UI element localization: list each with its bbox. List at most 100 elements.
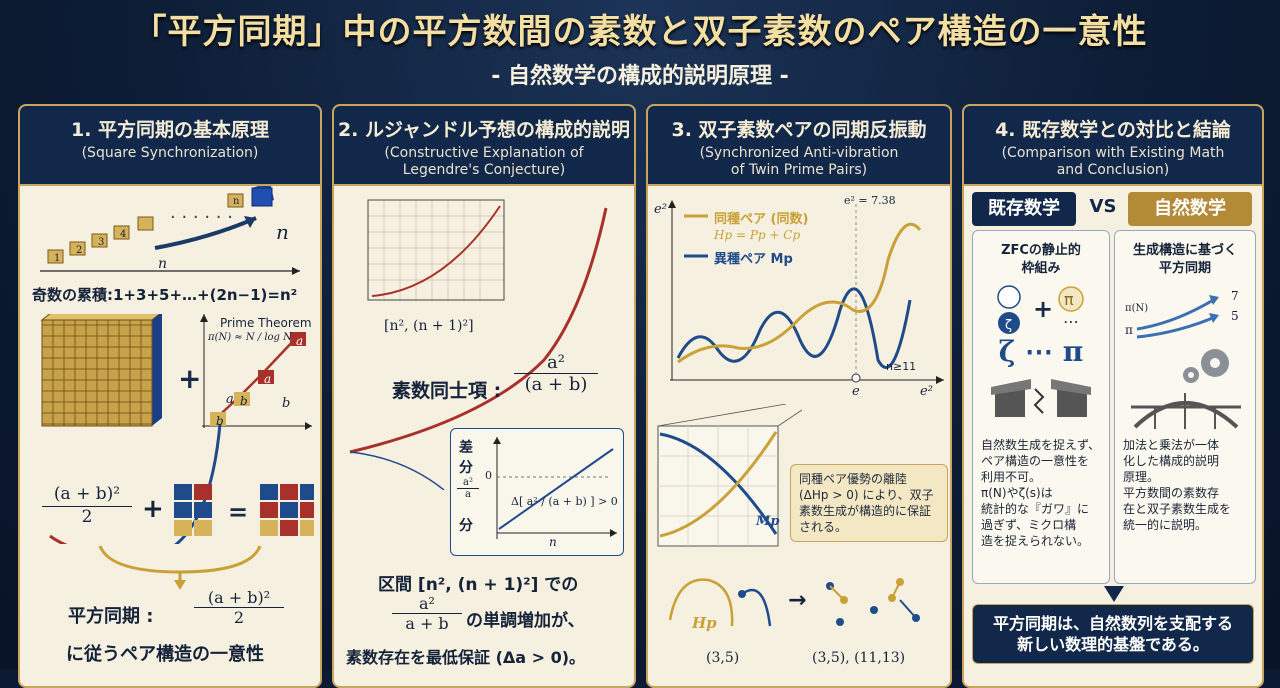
letter-b-side: b xyxy=(282,396,291,411)
anti-vibration-chart xyxy=(668,200,944,384)
panel-2-header: 2. ルジャンドル予想の構成的説明 (Constructive Explanat… xyxy=(334,106,634,186)
difference-inset: 差 分 a² a 分 0 Δ[ a² / (a + b) ] > 0 n xyxy=(450,428,624,556)
x-axis-e2: e² xyxy=(920,384,933,399)
natural-body-line-4: 平方数間の素数存 xyxy=(1123,486,1220,500)
sync-denominator: 2 xyxy=(233,608,245,627)
natural-mini-pi: π xyxy=(1125,323,1133,337)
existing-math-header: 既存数学 xyxy=(972,192,1076,226)
brace-figure xyxy=(98,545,262,590)
plus-sign: + xyxy=(142,494,164,524)
n-axis-label: n xyxy=(158,256,168,272)
prime-term-fraction: a² (a + b) xyxy=(514,352,598,395)
diff-label-2: 分 xyxy=(459,460,473,476)
pair-arrow: → xyxy=(788,588,807,613)
natural-body-line-2: 化した構成的説明 xyxy=(1123,454,1220,468)
natural-body-line-6: 統一的に説明。 xyxy=(1123,518,1208,532)
diff-zero-label: 0 xyxy=(485,469,492,482)
panel-4-header: 4. 既存数学との対比と結論 (Comparison with Existing… xyxy=(964,106,1262,186)
existing-math-column: ZFCの静止的 枠組み + π ζ ⋯ ζ ⋯ π 自然数生成を捉えず、 ペア構… xyxy=(972,230,1110,584)
pair-diagrams xyxy=(668,578,920,627)
panel-1-subheading: (Square Synchronization) xyxy=(81,145,259,161)
inset-n-axis: n xyxy=(549,535,557,549)
sync-label: 平方同期 : xyxy=(68,606,154,627)
n-arrow-label: n xyxy=(276,220,289,244)
difference-inset-plot xyxy=(493,437,617,539)
staircase-figure: . . . . . . xyxy=(40,186,300,275)
existing-body-line-4: π(N)やζ(s)は xyxy=(981,486,1053,500)
zeta-pi-symbols: ζ ⋯ π xyxy=(998,335,1084,368)
generative-title-1: 生成構造に基づく xyxy=(1132,243,1237,258)
existing-math-body: 自然数生成を捉えず、 ペア構造の一意性を 利用不可。 π(N)やζ(s)は 統計… xyxy=(981,437,1105,549)
vs-label: VS xyxy=(1089,196,1117,217)
pi-approx-formula: π(N) ≈ N / log N xyxy=(208,332,292,343)
monotone-text: の単調増加が、 xyxy=(466,611,585,631)
mp-curve-label: Mp xyxy=(756,514,780,529)
panel-twin-prime: 3. 双子素数ペアの同期反振動 (Synchronized Anti-vibra… xyxy=(646,104,952,688)
panel-3-header: 3. 双子素数ペアの同期反振動 (Synchronized Anti-vibra… xyxy=(648,106,950,186)
crossing-zoom-figure xyxy=(657,404,803,547)
existing-body-line-7: 造を捉えられない。 xyxy=(981,534,1090,548)
x-axis-e: e xyxy=(852,384,860,399)
interval-small-label: [n², (n + 1)²] xyxy=(384,318,474,334)
step-label-n: n xyxy=(233,196,240,207)
sync-fraction: (a + b)² 2 xyxy=(194,588,284,627)
fraction-numerator: (a + b)² xyxy=(42,484,132,507)
zfc-title-2: 枠組み xyxy=(1021,261,1061,276)
panel-4-subheading-1: (Comparison with Existing Math xyxy=(1001,145,1225,161)
natural-symbols-figure xyxy=(1131,295,1241,429)
letter-a-mid: a xyxy=(264,372,272,386)
conclusion-line-2: 新しい数理的基盤である。 xyxy=(1017,635,1209,654)
svg-text:+: + xyxy=(178,362,201,395)
conclusion-box: 平方同期は、自然数列を支配する 新しい数理的基盤である。 xyxy=(972,604,1254,664)
pair-example-2: (3,5), (11,13) xyxy=(812,650,906,666)
diff-label-3: 分 xyxy=(459,518,473,534)
existing-body-line-6: 過ぎず、ミクロ構 xyxy=(981,518,1077,532)
step-label-1: 1 xyxy=(54,253,61,264)
diff-label-1: 差 xyxy=(459,440,473,456)
legendre-curve-figure xyxy=(349,199,608,490)
existing-body-line-2: ペア構造の一意性を xyxy=(981,454,1090,468)
down-arrow-icon xyxy=(1104,586,1124,602)
conclusion-line-1: 平方同期は、自然数列を支配する xyxy=(992,614,1233,633)
diff-fraction: a² a xyxy=(457,477,479,500)
generative-title-2: 平方同期 xyxy=(1158,261,1211,276)
diff-frac-den: a xyxy=(465,489,471,500)
step-label-2: 2 xyxy=(76,245,83,256)
letter-b-mid: b xyxy=(240,394,248,408)
step-label-4: 4 xyxy=(120,229,127,240)
letter-a-side: a xyxy=(226,392,234,407)
panel-2-subheading-2: Legendre's Conjecture) xyxy=(402,162,566,178)
panel-1-header: 1. 平方同期の基本原理 (Square Synchronization) xyxy=(20,106,320,186)
panel-2-subheading-1: (Constructive Explanation of xyxy=(384,145,584,161)
bottom-fraction: a² a + b xyxy=(392,594,462,633)
svg-text:+: + xyxy=(1033,295,1053,323)
legend-diff-pair: 異種ペア Mp xyxy=(714,252,793,267)
page-title: 「平方同期」中の平方数間の素数と双子素数のペア構造の一意性 xyxy=(132,12,1148,52)
natural-math-column: 生成構造に基づく 平方同期 π(N) π 7 5 加法と乗法が一体 xyxy=(1114,230,1256,584)
existing-body-line-1: 自然数生成を捉えず、 xyxy=(981,438,1101,452)
fraction-denominator: 2 xyxy=(81,507,93,527)
natural-mini-7: 7 xyxy=(1231,289,1239,303)
existing-body-line-3: 利用不可。 xyxy=(981,470,1042,484)
odd-sum-formula: 奇数の累積:1+3+5+…+(2n−1)=n² xyxy=(32,286,298,304)
panel-comparison: 4. 既存数学との対比と結論 (Comparison with Existing… xyxy=(962,104,1264,688)
y-axis-e2: e² xyxy=(654,202,667,217)
svg-text:ζ: ζ xyxy=(1005,318,1012,333)
sync-numerator: (a + b)² xyxy=(194,588,284,608)
svg-text:π: π xyxy=(1064,290,1074,309)
n-condition-label: n≥11 xyxy=(886,360,917,373)
natural-mini-5: 5 xyxy=(1231,309,1239,323)
peak-label: e² = 7.38 xyxy=(844,194,896,207)
prime-term-numerator: a² xyxy=(514,352,598,374)
panel-2-heading: 2. ルジャンドル予想の構成的説明 xyxy=(337,119,631,141)
delta-inequality: Δ[ a² / (a + b) ] > 0 xyxy=(511,495,618,508)
uniqueness-text: に従うペア構造の一意性 xyxy=(66,644,264,665)
bottom-frac-den: a + b xyxy=(405,614,449,633)
legend-same-formula: Hp = Pp + Cp xyxy=(714,228,801,242)
svg-text:=: = xyxy=(228,498,248,526)
bottom-frac-num: a² xyxy=(392,594,462,614)
panel-3-subheading-1: (Synchronized Anti-vibration xyxy=(699,145,899,161)
natural-math-body: 加法と乗法が一体 化した構成的説明 原理。 平方数間の素数存 在と双子素数生成を… xyxy=(1123,437,1251,533)
half-square-fraction: (a + b)² 2 xyxy=(42,484,132,527)
